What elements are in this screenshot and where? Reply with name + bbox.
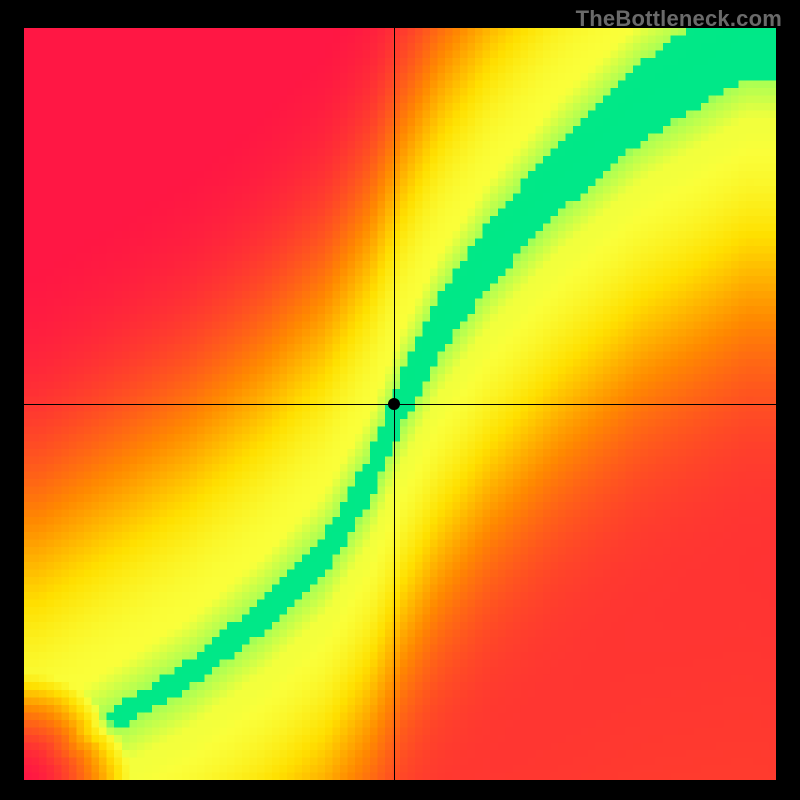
plot-area — [24, 28, 776, 780]
operating-point — [388, 398, 400, 410]
watermark: TheBottleneck.com — [576, 6, 782, 32]
crosshair-horizontal — [24, 404, 776, 405]
